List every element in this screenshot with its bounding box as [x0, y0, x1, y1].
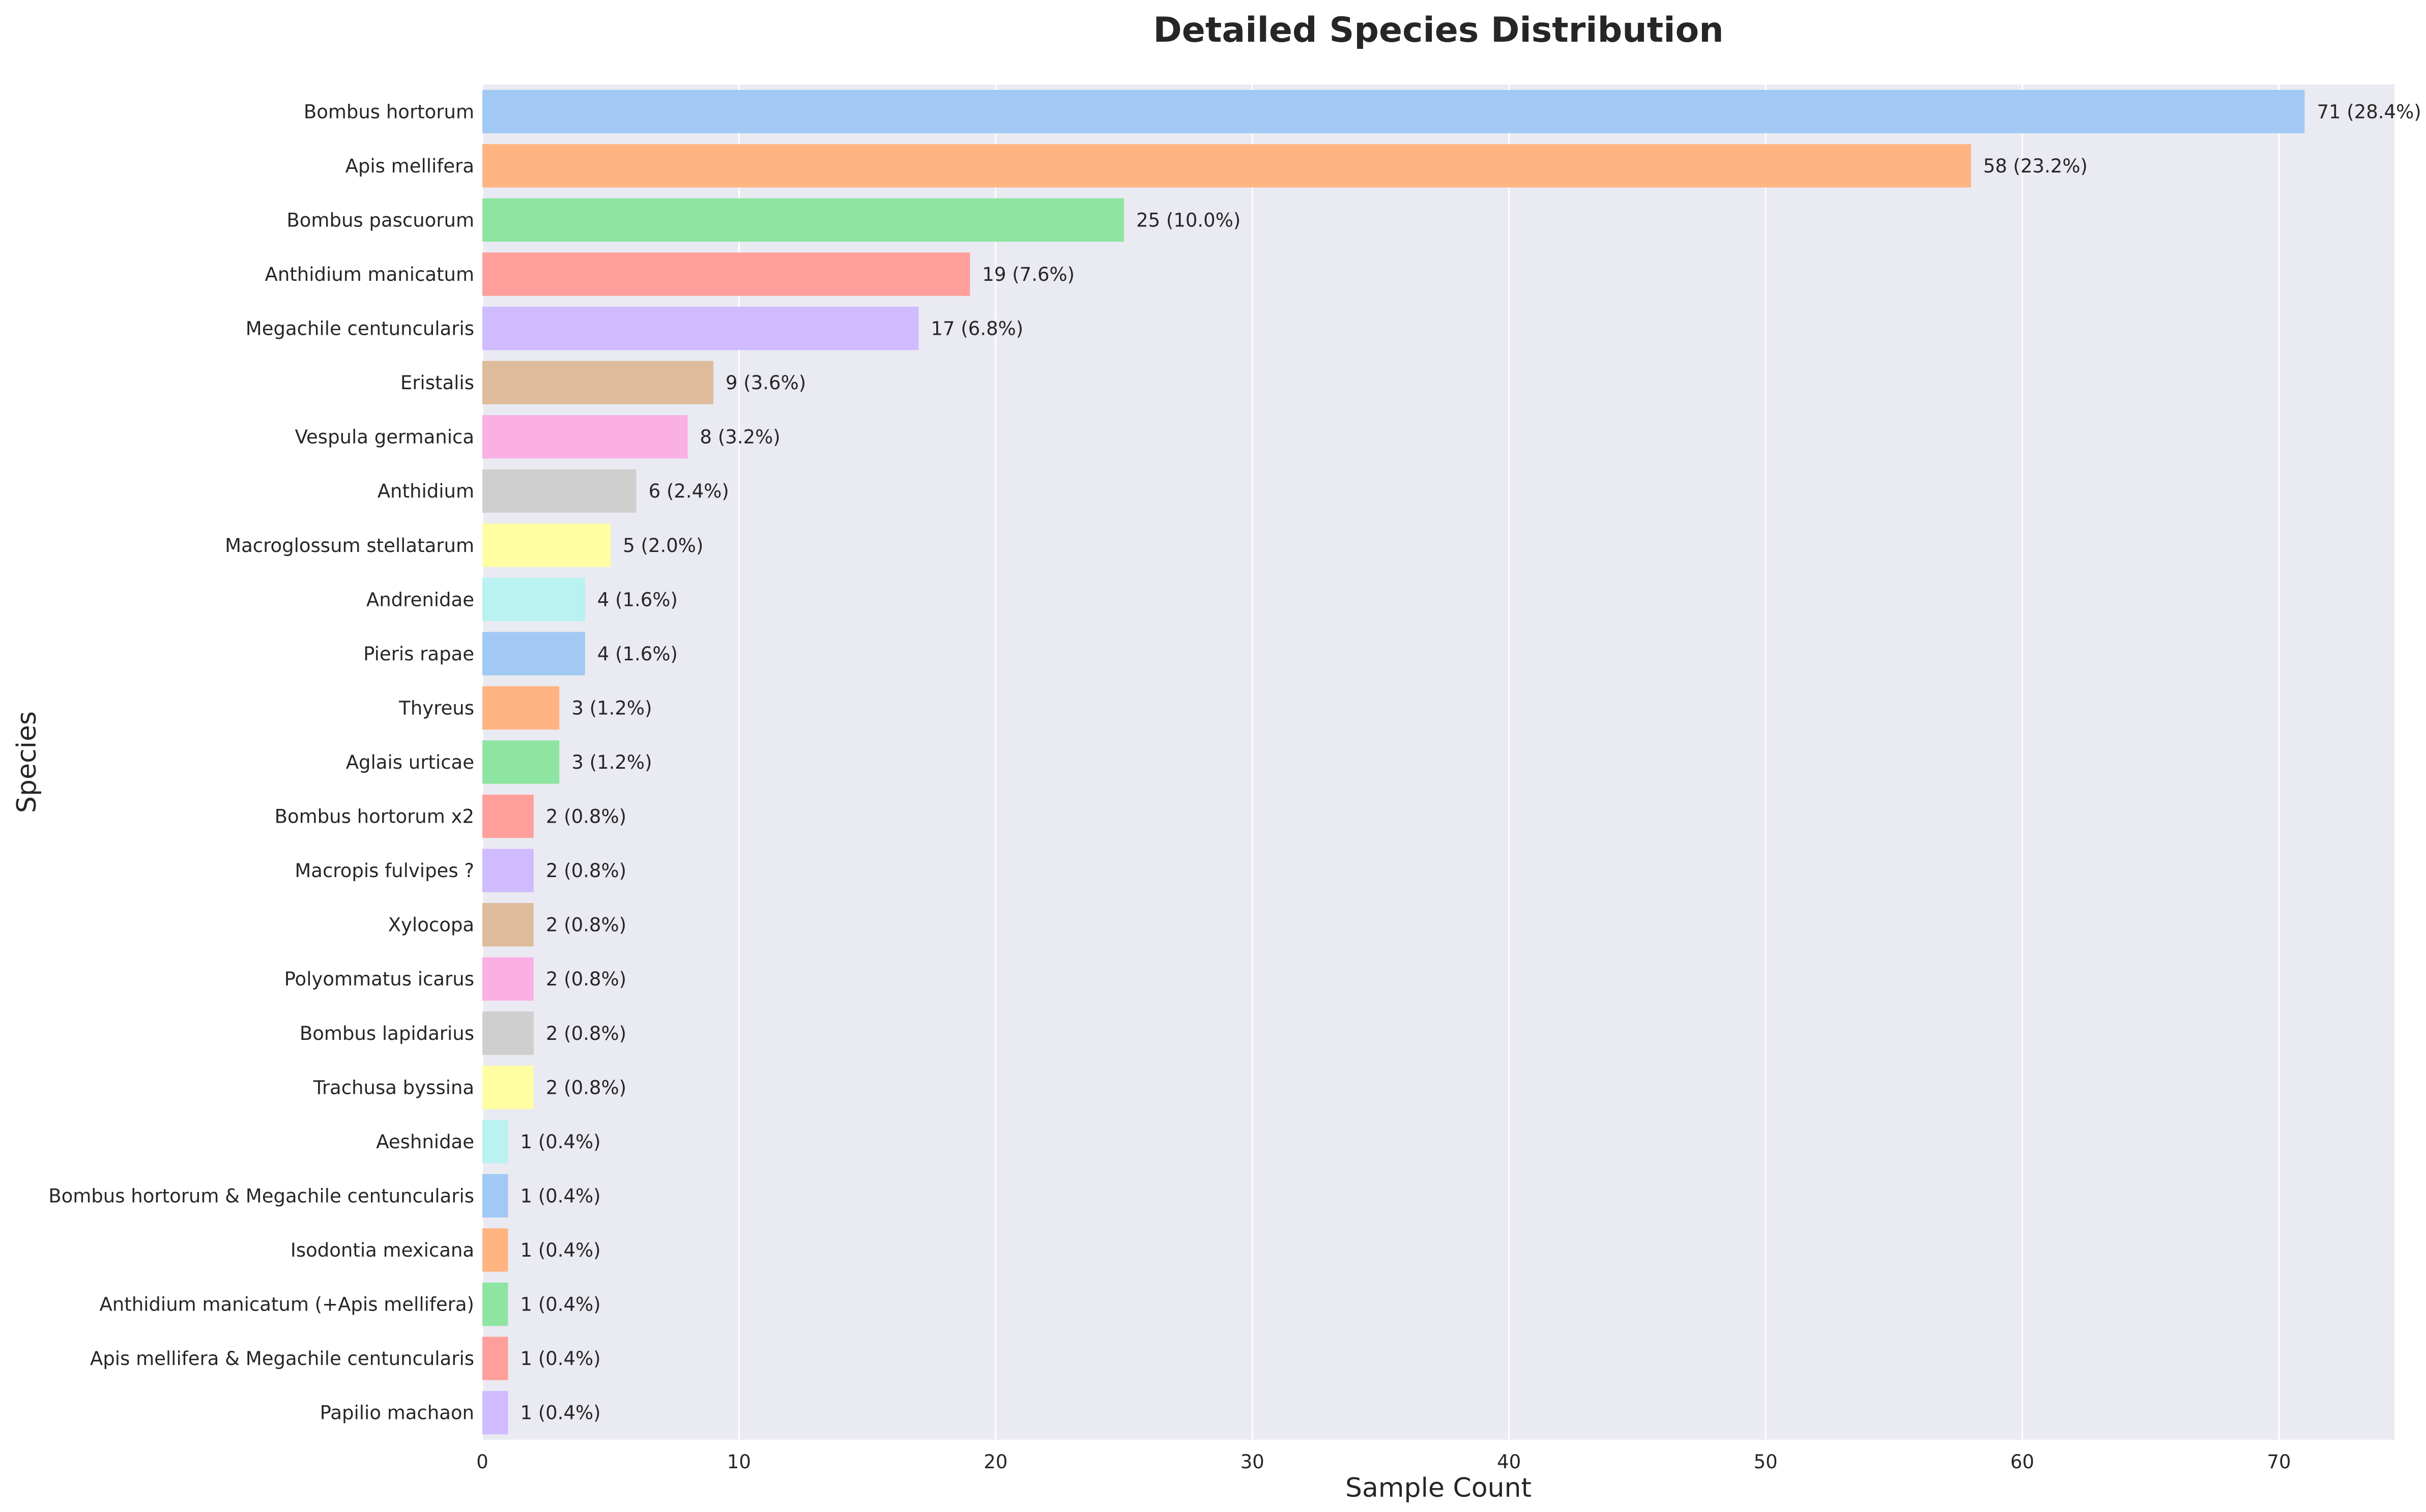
bar — [482, 1011, 534, 1055]
y-tick-label: Anthidium manicatum (+Apis mellifera) — [99, 1294, 474, 1316]
bar — [482, 632, 585, 676]
data-label: 3 (1.2%) — [571, 697, 652, 719]
y-tick-label: Andrenidae — [366, 589, 474, 610]
y-tick-label: Polyommatus icarus — [284, 968, 474, 990]
bar — [482, 469, 637, 513]
bar — [482, 524, 611, 567]
bar — [482, 1120, 508, 1164]
y-tick-label: Papilio machaon — [320, 1402, 474, 1424]
data-label: 5 (2.0%) — [623, 535, 703, 557]
x-tick-label: 20 — [984, 1451, 1007, 1473]
y-tick-label: Eristalis — [400, 372, 474, 394]
data-label: 58 (23.2%) — [1983, 155, 2088, 177]
bar — [482, 577, 585, 621]
y-tick-label: Vespula germanica — [295, 426, 474, 448]
data-label: 8 (3.2%) — [700, 426, 781, 448]
bars — [482, 90, 2305, 1435]
y-axis-label: Species — [12, 711, 42, 813]
x-tick-label: 0 — [476, 1451, 488, 1473]
y-tick-labels: Bombus hortorum Apis mellifera Bombus pasc… — [48, 101, 474, 1423]
y-tick-label: Trachusa byssina — [313, 1077, 474, 1098]
x-tick-labels: 0 10 20 30 40 50 60 70 — [476, 1451, 2291, 1473]
data-label: 1 (0.4%) — [520, 1185, 600, 1207]
data-label: 1 (0.4%) — [520, 1348, 600, 1370]
data-label: 6 (2.4%) — [649, 480, 729, 502]
data-label: 17 (6.8%) — [931, 318, 1024, 340]
bar — [482, 415, 688, 459]
bar — [482, 794, 534, 838]
y-tick-label: Apis mellifera & Megachile centuncularis — [90, 1348, 474, 1370]
bar — [482, 849, 534, 892]
data-label: 9 (3.6%) — [726, 372, 806, 394]
y-tick-label: Megachile centuncularis — [246, 318, 474, 340]
bar — [482, 957, 534, 1001]
x-tick-label: 40 — [1497, 1451, 1521, 1473]
data-label: 2 (0.8%) — [546, 968, 626, 990]
bar — [482, 361, 713, 404]
x-tick-label: 60 — [2010, 1451, 2034, 1473]
bar — [482, 306, 919, 351]
data-label: 1 (0.4%) — [520, 1239, 600, 1261]
bar — [482, 1336, 508, 1380]
bar — [482, 740, 560, 784]
data-labels: 71 (28.4%) 58 (23.2%) 25 (10.0%) 19 (7.6%) 1… — [520, 101, 2421, 1423]
data-label: 25 (10.0%) — [1136, 209, 1240, 231]
x-axis-label: Sample Count — [1345, 1473, 1532, 1503]
data-label: 1 (0.4%) — [520, 1131, 600, 1153]
y-tick-label: Anthidium — [378, 480, 474, 502]
data-label: 4 (1.6%) — [597, 589, 678, 610]
data-label: 1 (0.4%) — [520, 1294, 600, 1316]
bar — [482, 198, 1124, 242]
y-tick-label: Aeshnidae — [376, 1131, 474, 1153]
bar — [482, 1174, 508, 1218]
y-tick-label: Anthidium manicatum — [265, 264, 474, 285]
y-tick-label: Bombus hortorum & Megachile centunculari… — [48, 1185, 474, 1207]
chart-title: Detailed Species Distribution — [1153, 10, 1723, 50]
bar — [482, 1065, 534, 1109]
data-label: 2 (0.8%) — [546, 1023, 626, 1044]
data-label: 1 (0.4%) — [520, 1402, 600, 1424]
bar — [482, 90, 2305, 133]
y-tick-label: Thyreus — [398, 697, 474, 719]
y-tick-label: Pieris rapae — [363, 643, 474, 665]
y-tick-label: Apis mellifera — [345, 155, 474, 177]
bar — [482, 1391, 508, 1435]
data-label: 71 (28.4%) — [2317, 101, 2421, 123]
data-label: 2 (0.8%) — [546, 1077, 626, 1098]
x-tick-label: 10 — [727, 1451, 751, 1473]
x-tick-label: 70 — [2267, 1451, 2291, 1473]
data-label: 19 (7.6%) — [982, 264, 1075, 285]
y-tick-label: Bombus lapidarius — [300, 1023, 474, 1044]
data-label: 3 (1.2%) — [571, 751, 652, 773]
bar — [482, 1282, 508, 1326]
y-tick-label: Bombus hortorum — [304, 101, 474, 123]
y-tick-label: Xylocopa — [388, 914, 474, 936]
y-tick-label: Bombus pascuorum — [286, 209, 474, 231]
bar — [482, 1228, 508, 1272]
y-tick-label: Isodontia mexicana — [291, 1239, 474, 1261]
y-tick-label: Bombus hortorum x2 — [275, 806, 474, 828]
bar — [482, 686, 560, 730]
y-tick-label: Aglais urticae — [346, 751, 474, 773]
y-tick-label: Macroglossum stellatarum — [225, 535, 474, 557]
bar — [482, 144, 1971, 188]
data-label: 2 (0.8%) — [546, 860, 626, 882]
y-tick-label: Macropis fulvipes ? — [295, 860, 474, 882]
x-tick-label: 50 — [1754, 1451, 1778, 1473]
data-label: 4 (1.6%) — [597, 643, 678, 665]
bar — [482, 903, 534, 947]
data-label: 2 (0.8%) — [546, 806, 626, 828]
data-label: 2 (0.8%) — [546, 914, 626, 936]
bar — [482, 252, 970, 296]
x-tick-label: 30 — [1240, 1451, 1264, 1473]
